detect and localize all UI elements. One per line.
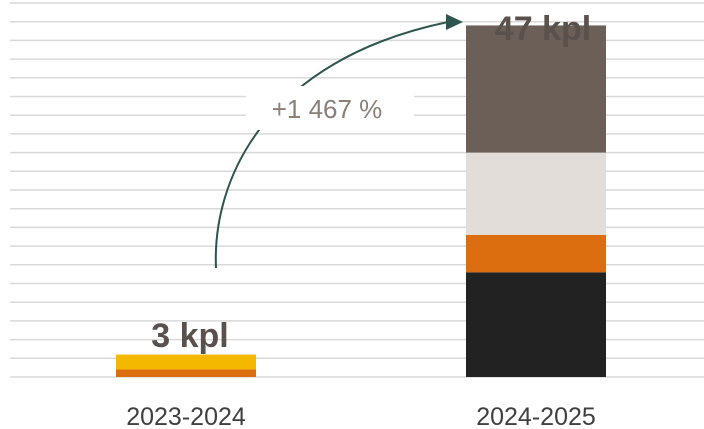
bar-segment-2023-2024-1 xyxy=(116,370,256,377)
total-label-2024-2025: 47 kpl xyxy=(495,10,591,48)
x-tick-label-2023-2024: 2023-2024 xyxy=(126,403,246,429)
total-label-2023-2024: 3 kpl xyxy=(151,317,228,355)
bar-segment-2024-2025-0 xyxy=(466,272,606,377)
x-tick-label-2024-2025: 2024-2025 xyxy=(476,403,596,429)
bar-segment-2024-2025-1 xyxy=(466,235,606,272)
growth-label: +1 467 % xyxy=(272,94,383,124)
growth-arrowhead xyxy=(446,14,463,30)
bar-segment-2023-2024-2 xyxy=(116,355,256,370)
bar-segment-2024-2025-3 xyxy=(466,153,606,235)
